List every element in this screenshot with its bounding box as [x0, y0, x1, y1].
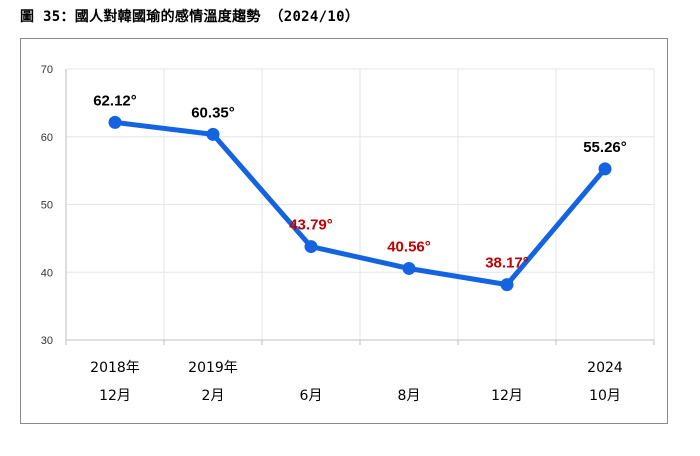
- data-point: [304, 240, 318, 254]
- x-tick-label: 12月: [491, 388, 523, 404]
- series-line-layer: [112, 119, 608, 288]
- x-tick-label: 8月: [398, 388, 421, 404]
- x-tick-label: 2024: [587, 360, 623, 376]
- chart-frame: [20, 38, 668, 424]
- x-tick-label: 2019年: [188, 360, 238, 376]
- data-label: 62.12°: [93, 92, 137, 109]
- data-point: [598, 162, 612, 176]
- figure-title: 圖 35：國人對韓國瑜的感情溫度趨勢 （2024/10）: [20, 9, 360, 25]
- y-tick-label: 60: [41, 132, 53, 144]
- data-label-layer: 62.12° 60.35° 43.79° 40.56° 38.17° 55.26°: [93, 92, 627, 271]
- data-label: 55.26°: [583, 139, 627, 156]
- data-point: [206, 127, 220, 141]
- x-tick-label: 12月: [99, 388, 131, 404]
- x-tick-label: 6月: [300, 388, 323, 404]
- category-label-layer: 2018年 12月 2019年 2月 6月 8月 12月 2024 10月: [90, 360, 623, 404]
- data-point: [500, 278, 514, 292]
- y-tick-label: 30: [41, 335, 53, 347]
- data-label: 43.79°: [289, 217, 333, 234]
- data-point: [402, 261, 416, 275]
- data-point-layer: [108, 115, 612, 292]
- x-tick-label: 2月: [202, 388, 225, 404]
- data-point: [108, 115, 122, 129]
- data-label: 40.56°: [387, 238, 431, 255]
- axis-layer: 30 40 50 60 70: [41, 64, 655, 347]
- y-tick-label: 40: [41, 267, 53, 279]
- data-label: 38.17°: [485, 255, 529, 272]
- x-tick-label: 2018年: [90, 360, 140, 376]
- grid-layer: [66, 68, 655, 340]
- y-tick-label: 70: [41, 64, 53, 76]
- data-label: 60.35°: [191, 104, 235, 121]
- series-line: [112, 119, 608, 288]
- x-tick-label: 10月: [589, 388, 621, 404]
- y-tick-label: 50: [41, 200, 53, 212]
